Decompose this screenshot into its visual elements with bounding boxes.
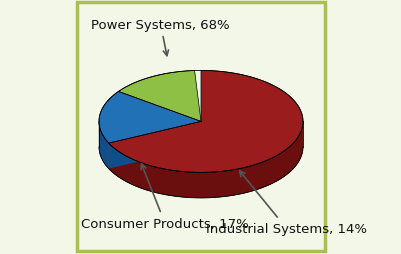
Polygon shape (108, 122, 200, 169)
Text: Power Systems, 68%: Power Systems, 68% (91, 19, 229, 56)
Polygon shape (99, 147, 302, 198)
Polygon shape (99, 92, 200, 144)
Polygon shape (108, 71, 302, 173)
Polygon shape (108, 122, 200, 169)
Polygon shape (99, 122, 108, 169)
Polygon shape (108, 122, 302, 198)
Text: Consumer Products, 17%: Consumer Products, 17% (81, 164, 248, 230)
Polygon shape (118, 71, 200, 122)
Text: Industrial Systems, 14%: Industrial Systems, 14% (206, 171, 366, 235)
